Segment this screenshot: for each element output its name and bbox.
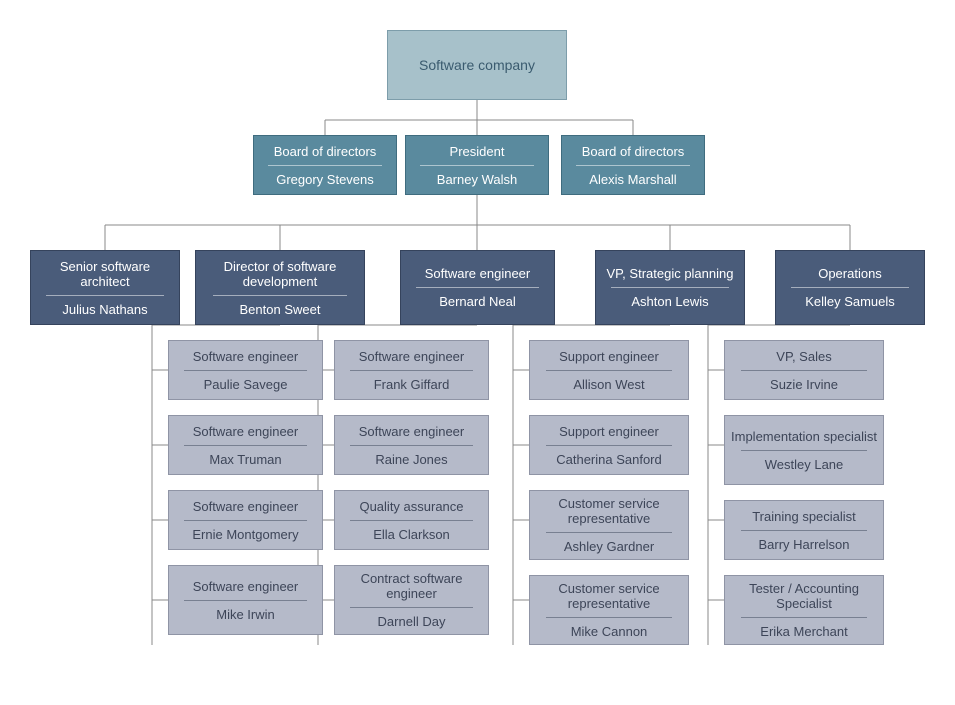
level3-col3-3: Customer service representative Mike Can…: [529, 575, 689, 645]
root-title: Software company: [388, 53, 566, 77]
node-name: Mike Cannon: [530, 620, 688, 643]
node-name: Frank Giffard: [335, 373, 488, 396]
node-title: Board of directors: [562, 140, 704, 163]
node-name: Kelley Samuels: [776, 290, 924, 313]
level3-col1-1: Software engineer Max Truman: [168, 415, 323, 475]
node-name: Catherina Sanford: [530, 448, 688, 471]
level2-node-1: Director of software development Benton …: [195, 250, 365, 325]
node-title: Software engineer: [401, 262, 554, 285]
level3-col1-0: Software engineer Paulie Savege: [168, 340, 323, 400]
node-title: Board of directors: [254, 140, 396, 163]
node-title: Software engineer: [169, 420, 322, 443]
level3-col4-3: Tester / Accounting Specialist Erika Mer…: [724, 575, 884, 645]
level3-col4-2: Training specialist Barry Harrelson: [724, 500, 884, 560]
level3-col3-0: Support engineer Allison West: [529, 340, 689, 400]
level2-node-2: Software engineer Bernard Neal: [400, 250, 555, 325]
level3-col2-1: Software engineer Raine Jones: [334, 415, 489, 475]
node-title: Software engineer: [169, 495, 322, 518]
node-title: Software engineer: [169, 575, 322, 598]
level1-node-1: President Barney Walsh: [405, 135, 549, 195]
level3-col2-3: Contract software engineer Darnell Day: [334, 565, 489, 635]
node-name: Gregory Stevens: [254, 168, 396, 191]
node-name: Raine Jones: [335, 448, 488, 471]
node-title: Support engineer: [530, 420, 688, 443]
node-title: Software engineer: [169, 345, 322, 368]
node-title: Software engineer: [335, 420, 488, 443]
node-name: Benton Sweet: [196, 298, 364, 321]
level3-col1-2: Software engineer Ernie Montgomery: [168, 490, 323, 550]
node-title: Support engineer: [530, 345, 688, 368]
node-name: Ernie Montgomery: [169, 523, 322, 546]
node-name: Darnell Day: [335, 610, 488, 633]
node-name: Erika Merchant: [725, 620, 883, 643]
node-title: Customer service representative: [530, 492, 688, 530]
node-name: Barney Walsh: [406, 168, 548, 191]
level3-col4-1: Implementation specialist Westley Lane: [724, 415, 884, 485]
node-name: Julius Nathans: [31, 298, 179, 321]
node-name: Ella Clarkson: [335, 523, 488, 546]
root-node: Software company: [387, 30, 567, 100]
node-name: Barry Harrelson: [725, 533, 883, 556]
level2-node-4: Operations Kelley Samuels: [775, 250, 925, 325]
level3-col1-3: Software engineer Mike Irwin: [168, 565, 323, 635]
level3-col2-2: Quality assurance Ella Clarkson: [334, 490, 489, 550]
node-name: Alexis Marshall: [562, 168, 704, 191]
node-title: Customer service representative: [530, 577, 688, 615]
node-title: Quality assurance: [335, 495, 488, 518]
node-name: Suzie Irvine: [725, 373, 883, 396]
node-title: Tester / Accounting Specialist: [725, 577, 883, 615]
level3-col4-0: VP, Sales Suzie Irvine: [724, 340, 884, 400]
node-title: VP, Sales: [725, 345, 883, 368]
node-title: President: [406, 140, 548, 163]
level1-node-0: Board of directors Gregory Stevens: [253, 135, 397, 195]
node-name: Max Truman: [169, 448, 322, 471]
node-name: Mike Irwin: [169, 603, 322, 626]
level3-col3-1: Support engineer Catherina Sanford: [529, 415, 689, 475]
level2-node-0: Senior software architect Julius Nathans: [30, 250, 180, 325]
node-name: Ashton Lewis: [596, 290, 744, 313]
node-name: Ashley Gardner: [530, 535, 688, 558]
node-name: Paulie Savege: [169, 373, 322, 396]
node-name: Allison West: [530, 373, 688, 396]
level1-node-2: Board of directors Alexis Marshall: [561, 135, 705, 195]
node-name: Bernard Neal: [401, 290, 554, 313]
node-title: Training specialist: [725, 505, 883, 528]
level2-node-3: VP, Strategic planning Ashton Lewis: [595, 250, 745, 325]
node-title: Implementation specialist: [725, 425, 883, 448]
node-title: Senior software architect: [31, 255, 179, 293]
level3-col3-2: Customer service representative Ashley G…: [529, 490, 689, 560]
node-title: Contract software engineer: [335, 567, 488, 605]
node-name: Westley Lane: [725, 453, 883, 476]
node-title: Software engineer: [335, 345, 488, 368]
node-title: VP, Strategic planning: [596, 262, 744, 285]
level3-col2-0: Software engineer Frank Giffard: [334, 340, 489, 400]
node-title: Operations: [776, 262, 924, 285]
node-title: Director of software development: [196, 255, 364, 293]
